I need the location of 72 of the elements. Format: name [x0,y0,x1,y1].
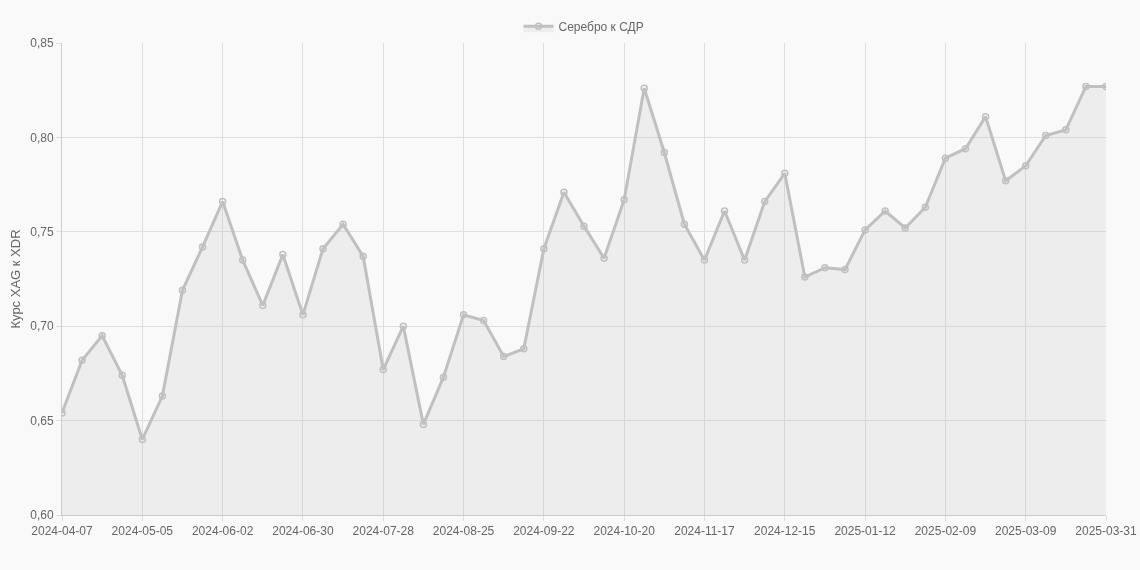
point [620,195,628,204]
point [1001,177,1010,185]
x-tick-label: 2025-01-12 [834,524,897,539]
x-tick-label: 2024-08-25 [432,524,495,539]
point [781,169,789,178]
point [1062,126,1070,134]
x-tick-label: 2024-09-22 [513,524,575,539]
x-tick-label: 2024-06-02 [191,524,254,539]
point [459,311,468,319]
point [580,222,588,230]
point [419,420,428,429]
point [238,256,247,264]
point [901,224,909,232]
point [941,154,950,162]
x-tick-label: 2025-03-31 [1075,524,1138,539]
point [841,265,849,274]
point [660,148,669,157]
point [861,226,869,234]
point [961,144,970,153]
x-tick-label: 2025-02-09 [914,524,977,539]
point [540,245,548,253]
point [821,263,829,272]
point [600,254,608,262]
point [299,311,307,319]
x-tick-label: 2024-12-15 [754,524,816,539]
y-axis-title: Курс XAG к XDR [8,229,24,329]
point [740,256,749,264]
point [218,197,227,206]
point [138,435,147,444]
point [801,273,809,281]
point [98,331,106,340]
point [981,112,990,121]
point [921,203,930,212]
point [78,356,86,364]
legend-label: Серебро к СДР [558,19,644,34]
y-tick-label: 0,70 [30,319,54,334]
x-tick-label: 2024-06-30 [272,524,334,539]
point [198,243,207,251]
point [279,250,287,259]
y-tick-label: 0,80 [30,130,54,145]
x-tick-label: 2024-10-20 [593,524,656,539]
point [339,220,347,228]
y-tick-label: 0,85 [30,36,54,51]
point [700,256,709,264]
point [520,345,528,353]
point [560,188,568,196]
x-tick-label: 2024-07-28 [352,524,415,539]
point [1021,161,1030,170]
point [379,365,387,374]
point [680,220,689,228]
y-tick-label: 0,60 [30,508,54,523]
point [178,286,187,295]
point [760,197,769,206]
x-tick-label: 2024-11-17 [674,524,736,539]
point [881,207,889,215]
point [319,245,327,253]
point [158,392,167,400]
point [439,373,448,381]
point [1082,82,1090,91]
point [720,207,729,215]
point [479,316,488,325]
point [399,322,408,330]
y-tick-label: 0,75 [30,225,54,239]
point [1042,131,1050,140]
x-tick-label: 2024-05-05 [111,524,174,539]
point [640,84,648,93]
y-tick-label: 0,65 [30,413,54,428]
point [499,352,508,361]
point [359,252,367,261]
x-tick-label: 2025-03-09 [994,524,1057,539]
x-tick-label: 2024-04-07 [31,524,94,539]
point [118,371,126,380]
